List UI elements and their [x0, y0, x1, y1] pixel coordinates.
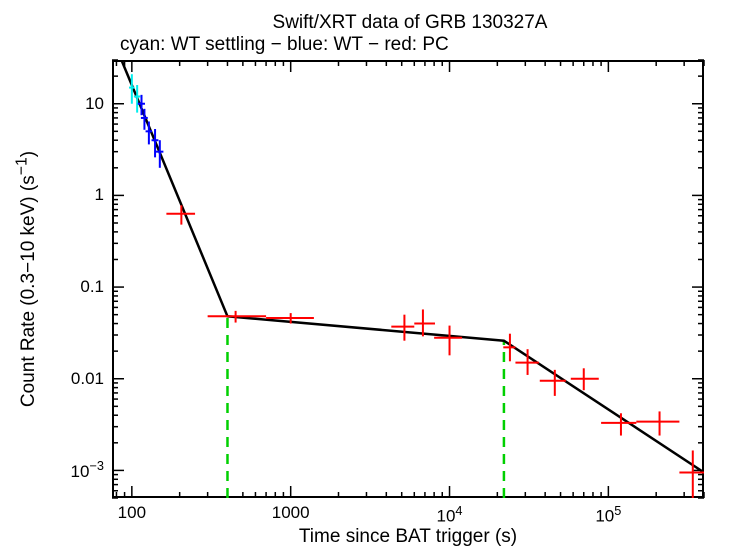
plot-svg [0, 0, 746, 558]
x-tick-label: 105 [595, 503, 621, 527]
y-tick-label: 10−3 [71, 459, 104, 483]
model-line [121, 60, 704, 472]
series-wt [138, 95, 164, 168]
y-tick-label: 0.1 [80, 277, 104, 297]
x-axis-label: Time since BAT trigger (s) [299, 526, 517, 548]
chart-canvas: Swift/XRT data of GRB 130327A cyan: WT s… [0, 0, 746, 558]
y-axis-label: Count Rate (0.3−10 keV) (s−1) [14, 151, 40, 407]
y-tick-label: 0.01 [71, 369, 104, 389]
y-tick-label: 1 [95, 185, 104, 205]
x-tick-label: 100 [118, 503, 146, 523]
series-pc [166, 205, 704, 502]
y-tick-label: 10 [85, 94, 104, 114]
x-tick-label: 1000 [272, 503, 310, 523]
x-tick-label: 104 [437, 503, 463, 527]
